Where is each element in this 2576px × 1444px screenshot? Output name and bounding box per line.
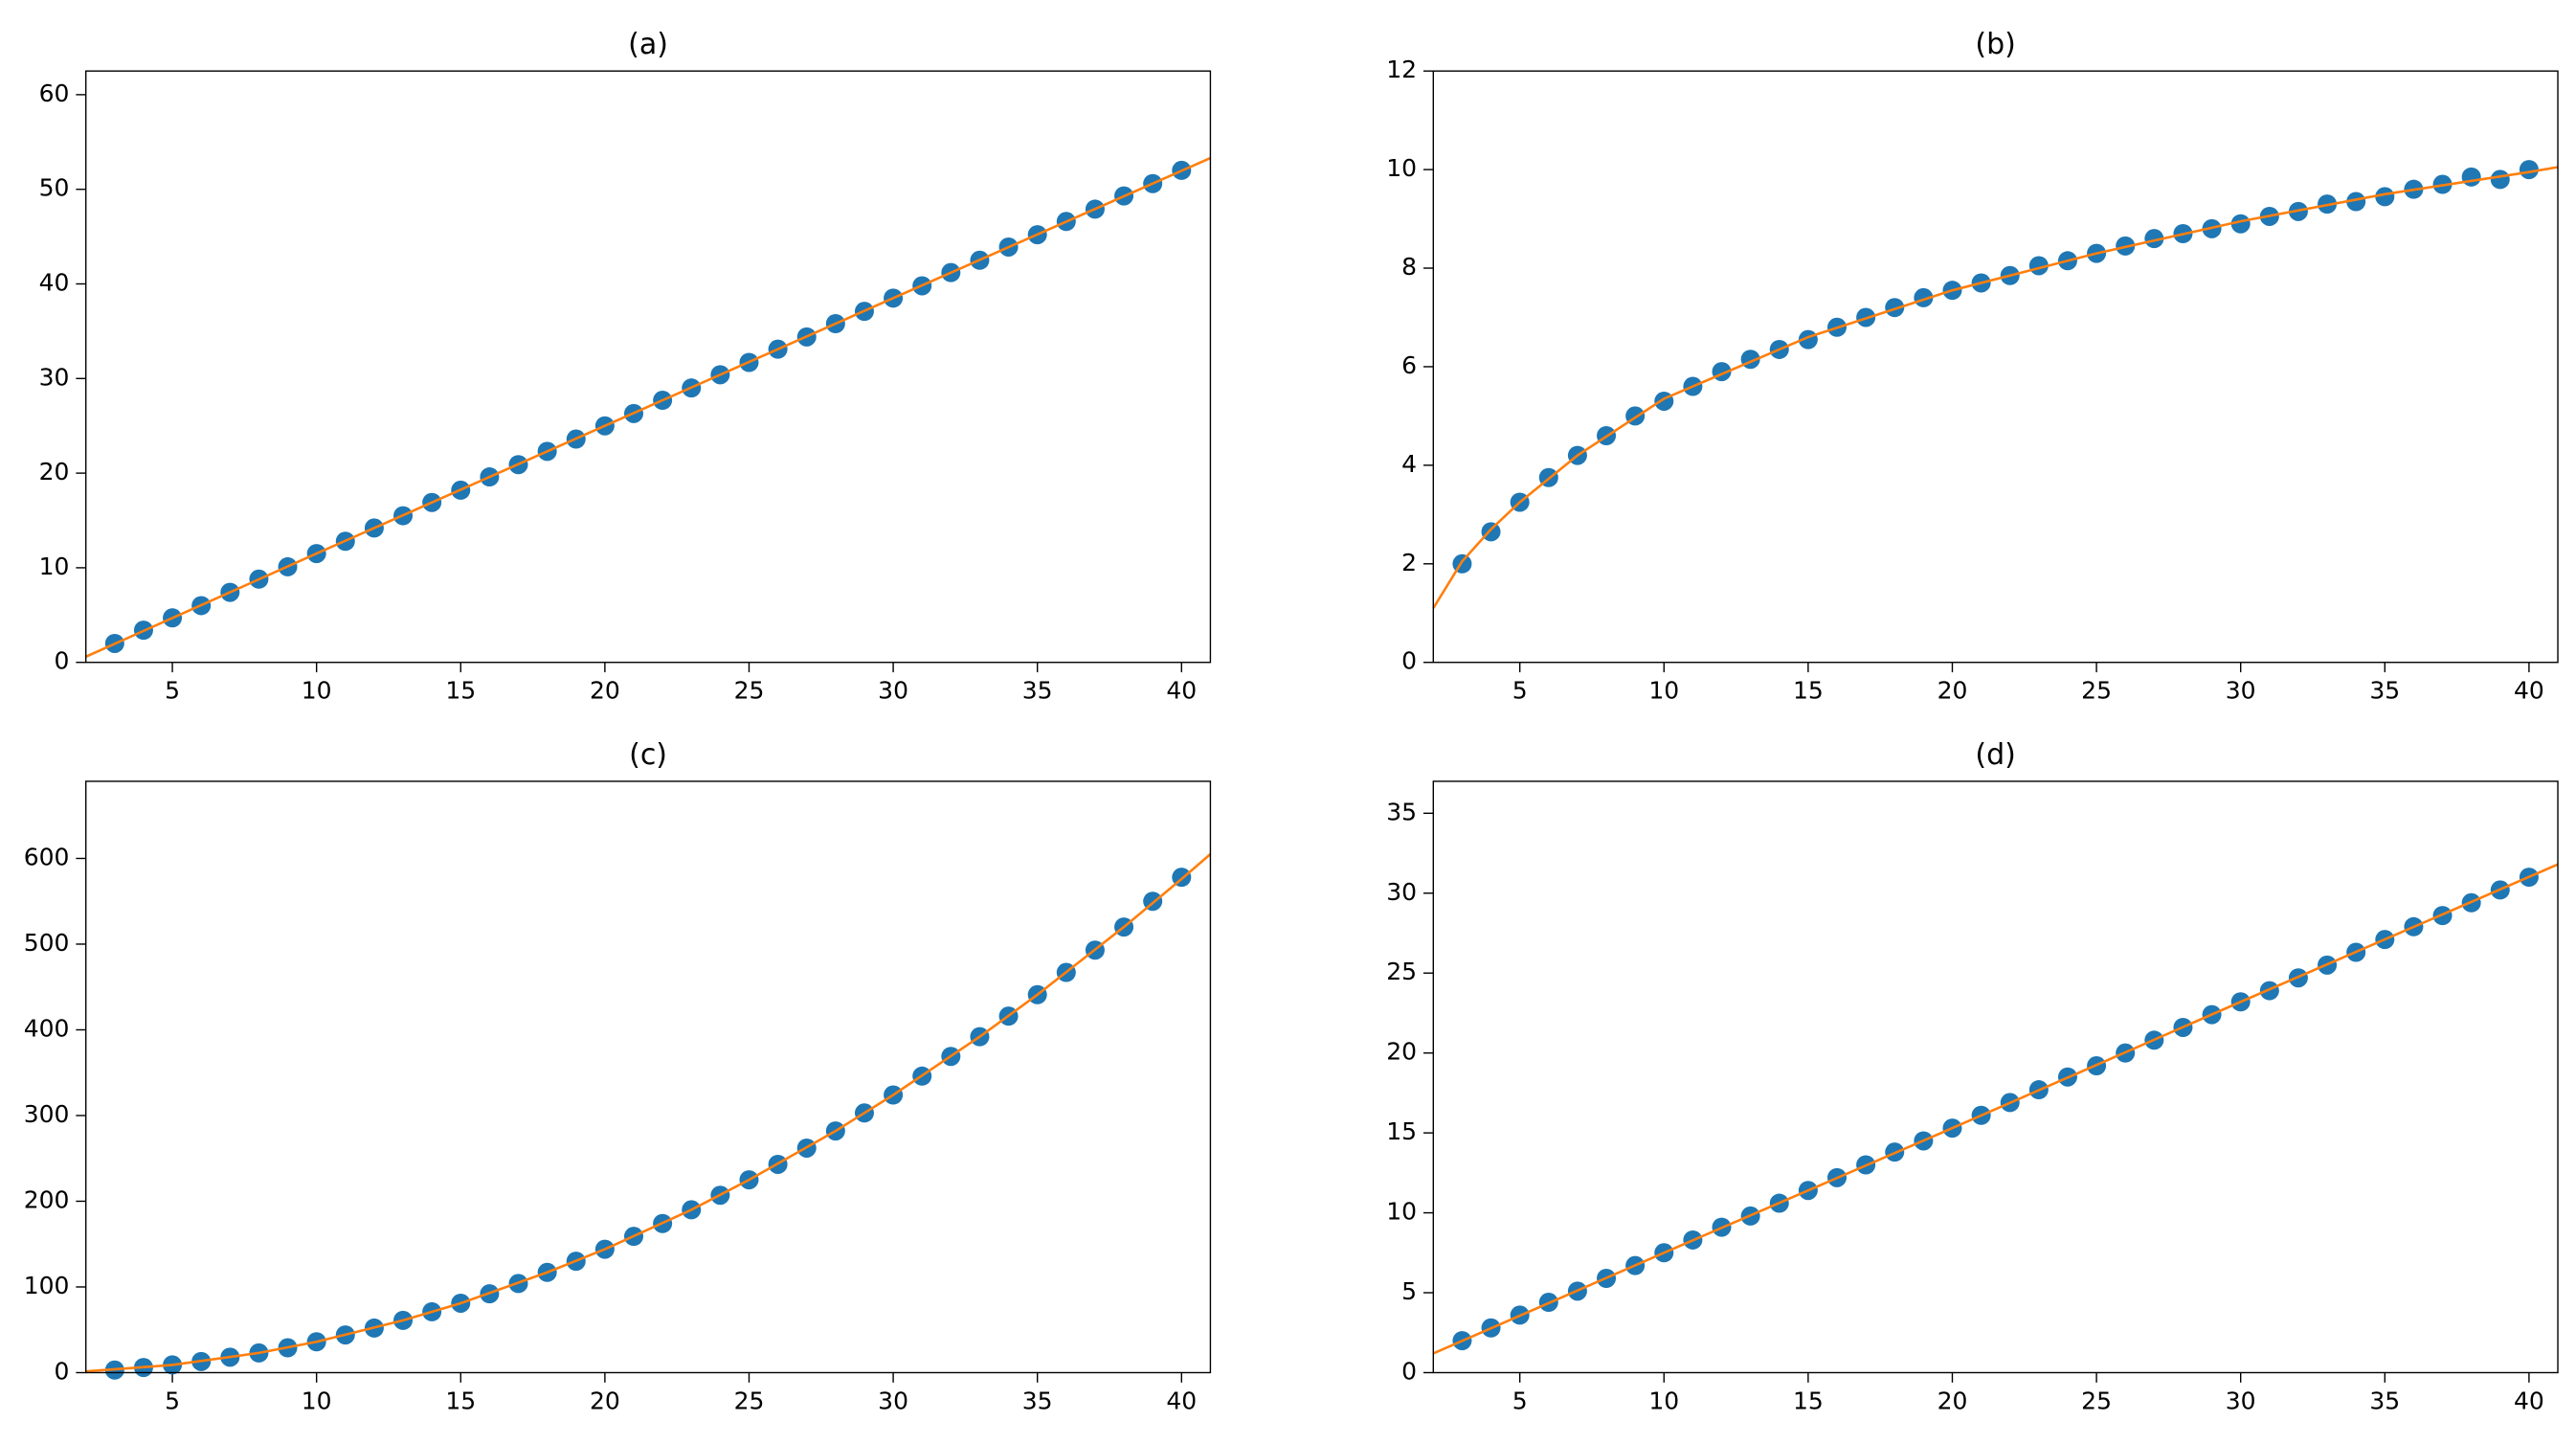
y-tick-label: 60 bbox=[39, 79, 70, 107]
x-tick-label: 20 bbox=[1938, 1387, 1968, 1414]
x-tick-label: 5 bbox=[165, 677, 180, 705]
x-tick-label: 35 bbox=[1022, 677, 1053, 705]
y-tick-label: 40 bbox=[39, 268, 70, 296]
data-point bbox=[2230, 214, 2251, 234]
data-point bbox=[1654, 391, 1674, 411]
y-tick-label: 35 bbox=[1386, 798, 1417, 825]
y-tick-label: 10 bbox=[1386, 154, 1417, 182]
y-tick-label: 0 bbox=[1401, 647, 1417, 675]
x-tick-label: 15 bbox=[445, 1387, 476, 1414]
y-tick-label: 600 bbox=[24, 843, 70, 870]
y-tick-label: 10 bbox=[39, 553, 70, 580]
y-tick-label: 15 bbox=[1386, 1117, 1417, 1145]
x-tick-label: 25 bbox=[2081, 1387, 2112, 1414]
data-point bbox=[1481, 522, 1501, 542]
y-tick-label: 0 bbox=[55, 1357, 70, 1385]
data-point bbox=[2490, 169, 2510, 190]
data-point bbox=[2375, 187, 2395, 207]
y-tick-label: 0 bbox=[1401, 1357, 1417, 1385]
x-tick-label: 30 bbox=[878, 677, 908, 705]
x-tick-label: 30 bbox=[878, 1387, 908, 1414]
x-tick-label: 40 bbox=[2514, 1387, 2544, 1414]
y-tick-label: 30 bbox=[39, 363, 70, 391]
y-tick-label: 300 bbox=[24, 1100, 70, 1128]
y-tick-label: 100 bbox=[24, 1272, 70, 1299]
x-tick-label: 30 bbox=[2226, 1387, 2256, 1414]
y-tick-label: 4 bbox=[1401, 450, 1417, 478]
x-tick-label: 40 bbox=[2514, 677, 2544, 705]
axes-frame bbox=[84, 70, 1212, 664]
y-tick-label: 6 bbox=[1401, 351, 1417, 379]
x-tick-label: 35 bbox=[2369, 677, 2400, 705]
y-tick-label: 20 bbox=[1386, 1038, 1417, 1066]
y-tick-label: 2 bbox=[1401, 549, 1417, 576]
fit-line bbox=[1432, 166, 2559, 609]
chart-title: (b) bbox=[1975, 28, 2015, 61]
y-tick-label: 0 bbox=[55, 647, 70, 675]
x-tick-label: 25 bbox=[734, 677, 765, 705]
y-tick-label: 25 bbox=[1386, 958, 1417, 985]
y-tick-label: 8 bbox=[1401, 253, 1417, 281]
x-tick-label: 40 bbox=[1166, 677, 1197, 705]
x-tick-label: 10 bbox=[302, 677, 332, 705]
axes-frame bbox=[84, 780, 1212, 1374]
x-tick-label: 20 bbox=[590, 677, 620, 705]
axes-frame bbox=[1432, 780, 2559, 1374]
x-tick-label: 5 bbox=[1512, 1387, 1528, 1414]
x-tick-label: 30 bbox=[2226, 677, 2256, 705]
x-tick-label: 5 bbox=[165, 1387, 180, 1414]
chart-title: (c) bbox=[629, 738, 667, 772]
fit-line bbox=[85, 156, 1211, 658]
y-tick-label: 500 bbox=[24, 929, 70, 957]
x-tick-label: 10 bbox=[302, 1387, 332, 1414]
x-tick-label: 15 bbox=[445, 677, 476, 705]
x-tick-label: 10 bbox=[1648, 677, 1679, 705]
data-point bbox=[2346, 192, 2366, 212]
x-tick-label: 20 bbox=[1938, 677, 1968, 705]
x-tick-label: 25 bbox=[734, 1387, 765, 1414]
y-tick-label: 20 bbox=[39, 458, 70, 485]
chart-title: (a) bbox=[628, 28, 668, 61]
fit-line bbox=[85, 853, 1212, 1373]
x-tick-label: 10 bbox=[1648, 1387, 1679, 1414]
x-tick-label: 25 bbox=[2081, 677, 2112, 705]
y-tick-label: 30 bbox=[1386, 878, 1417, 906]
y-tick-label: 5 bbox=[1401, 1277, 1417, 1305]
x-tick-label: 35 bbox=[1022, 1387, 1053, 1414]
y-tick-label: 10 bbox=[1386, 1198, 1417, 1226]
x-tick-label: 20 bbox=[590, 1387, 620, 1414]
fit-line bbox=[1432, 863, 2559, 1355]
data-point bbox=[1885, 298, 1905, 318]
x-tick-label: 40 bbox=[1166, 1387, 1197, 1414]
x-tick-label: 15 bbox=[1793, 1387, 1824, 1414]
x-tick-label: 5 bbox=[1512, 677, 1528, 705]
axes-frame bbox=[1432, 70, 2559, 664]
y-tick-label: 400 bbox=[24, 1014, 70, 1042]
x-tick-label: 35 bbox=[2369, 1387, 2400, 1414]
data-point bbox=[2519, 160, 2539, 180]
y-tick-label: 50 bbox=[39, 174, 70, 202]
x-tick-label: 15 bbox=[1793, 677, 1824, 705]
data-point bbox=[2461, 167, 2481, 187]
y-tick-label: 12 bbox=[1386, 56, 1417, 83]
y-tick-label: 200 bbox=[24, 1185, 70, 1213]
data-point bbox=[2144, 229, 2164, 249]
chart-title: (d) bbox=[1975, 738, 2015, 772]
